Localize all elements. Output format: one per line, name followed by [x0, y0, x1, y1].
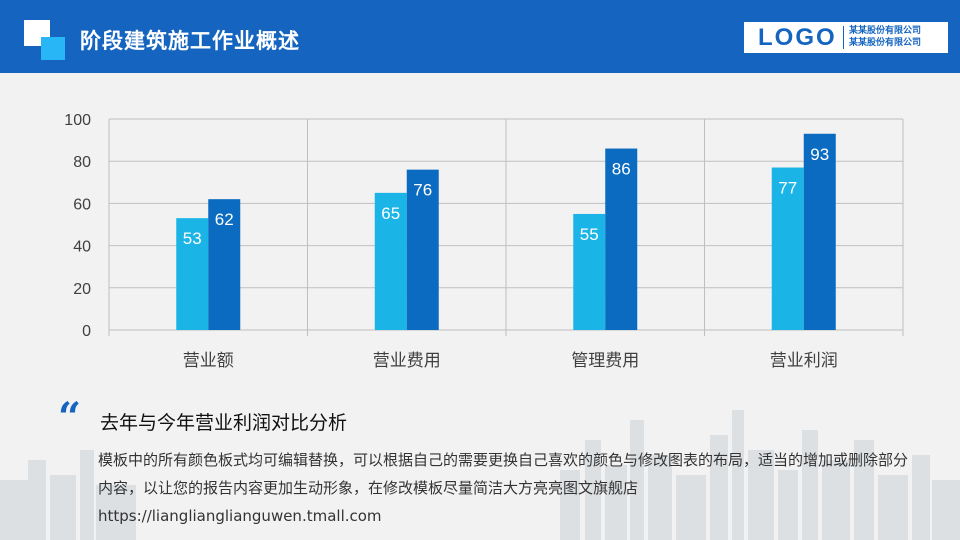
quote-mark-icon: “ [58, 394, 82, 441]
x-category-label: 营业额 [183, 351, 234, 371]
data-label: 77 [778, 179, 797, 198]
bar [208, 199, 241, 330]
data-label: 76 [413, 181, 432, 200]
logo-badge: LOGO 某某股份有限公司 某某股份有限公司 [744, 22, 948, 53]
city-skyline-image [0, 410, 960, 540]
bar [605, 148, 638, 330]
logo-text: LOGO [758, 24, 837, 51]
bar-chart: 0 20 40 60 80 100 53 62 营业额 65 76 营业费用 55 86 管理费用 77 93 营… [64, 112, 904, 371]
bar [374, 192, 407, 330]
page-title: 阶段建筑施工作业概述 [80, 29, 300, 53]
bar [573, 213, 606, 330]
y-tick-label: 60 [73, 196, 91, 213]
y-tick-label: 40 [73, 239, 91, 256]
data-label: 86 [612, 160, 631, 179]
data-label: 55 [580, 225, 599, 244]
data-label: 65 [381, 204, 400, 223]
x-category-label: 管理费用 [571, 351, 639, 371]
summary-title: 去年与今年营业利润对比分析 [100, 412, 348, 434]
data-label: 62 [215, 210, 234, 229]
bar [771, 167, 804, 330]
y-tick-label: 100 [64, 112, 91, 129]
bar [176, 218, 209, 330]
y-tick-label: 20 [73, 281, 91, 298]
x-category-label: 营业利润 [770, 351, 838, 371]
bar [406, 169, 439, 330]
summary-text: 模板中的所有颜色板式均可编辑替换，可以根据自己的需要更换自己喜欢的颜色与修改图表… [98, 451, 909, 525]
y-tick-label: 0 [82, 323, 91, 340]
header-bar: 阶段建筑施工作业概述 LOGO 某某股份有限公司 某某股份有限公司 [0, 0, 960, 73]
y-tick-label: 80 [73, 154, 91, 171]
company-name-line-1: 某某股份有限公司 [849, 26, 922, 36]
data-label: 53 [183, 229, 202, 248]
company-name-line-2: 某某股份有限公司 [849, 38, 922, 48]
logo-mark-icon [24, 20, 66, 60]
bar [803, 133, 836, 330]
data-label: 93 [810, 145, 829, 164]
x-category-label: 营业费用 [373, 351, 441, 371]
logo-divider [843, 26, 844, 49]
